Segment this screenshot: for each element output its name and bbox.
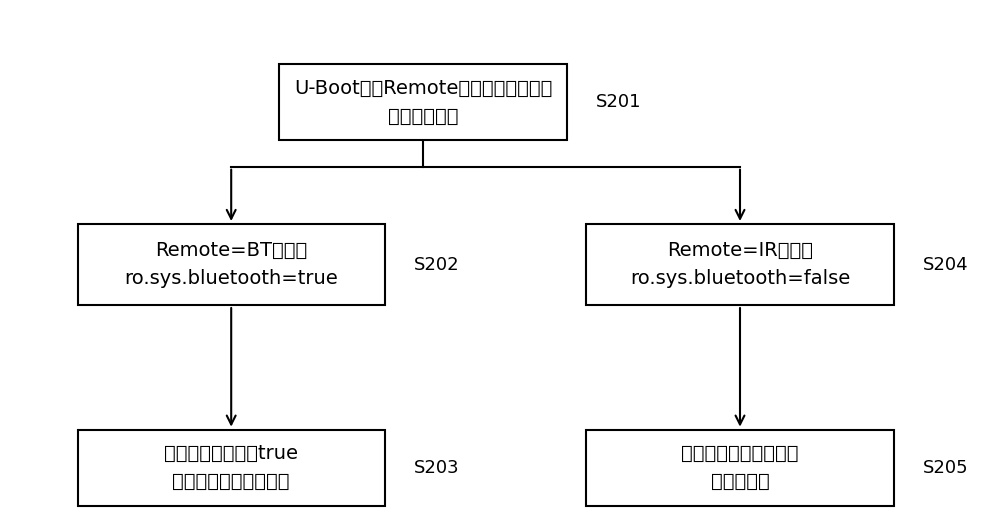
Text: S204: S204 <box>922 256 968 273</box>
Text: 框架层无需生成蓝牙遥
控器匹配码: 框架层无需生成蓝牙遥 控器匹配码 <box>681 444 799 491</box>
Text: S205: S205 <box>922 459 968 477</box>
Text: S203: S203 <box>414 459 459 477</box>
FancyBboxPatch shape <box>586 430 894 506</box>
FancyBboxPatch shape <box>78 224 385 305</box>
Text: U-Boot读取Remote的值确定遥控器模
式的配置参数: U-Boot读取Remote的值确定遥控器模 式的配置参数 <box>294 78 552 125</box>
Text: S202: S202 <box>414 256 459 273</box>
FancyBboxPatch shape <box>586 224 894 305</box>
Text: S201: S201 <box>596 93 642 111</box>
FancyBboxPatch shape <box>78 430 385 506</box>
Text: 框架层根据参数值true
配置蓝牙遥控器匹配码: 框架层根据参数值true 配置蓝牙遥控器匹配码 <box>164 444 298 491</box>
FancyBboxPatch shape <box>279 64 567 140</box>
Text: Remote=BT，设置
ro.sys.bluetooth=true: Remote=BT，设置 ro.sys.bluetooth=true <box>124 241 338 288</box>
Text: Remote=IR，设置
ro.sys.bluetooth=false: Remote=IR，设置 ro.sys.bluetooth=false <box>630 241 850 288</box>
